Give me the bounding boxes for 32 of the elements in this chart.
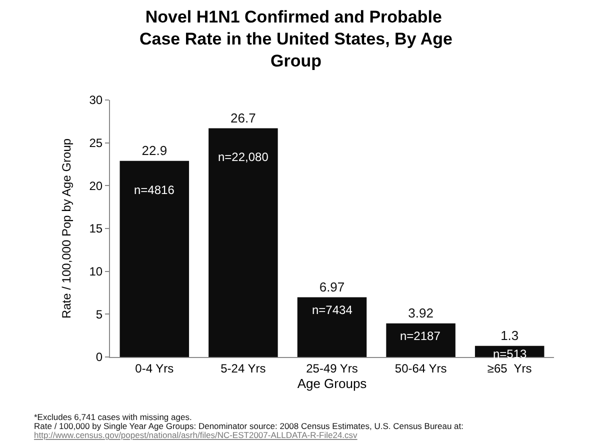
x-axis-title: Age Groups (297, 376, 368, 391)
bar (297, 297, 367, 357)
chart-title: Novel H1N1 Confirmed and Probable Case Rate in the United States, By Age Group (139, 7, 453, 70)
annotation: n=22,080 (218, 150, 269, 164)
bar (208, 128, 278, 357)
annotation: n=2187 (400, 329, 441, 343)
annotation: n=7434 (312, 303, 353, 317)
bar (120, 160, 190, 357)
data-label: 1.3 (500, 328, 519, 343)
x-tick-label: 5-24 Yrs (220, 361, 266, 376)
y-tick-label: 10 (89, 264, 103, 279)
y-tick-label: 30 (89, 93, 103, 108)
x-tick-label: 50-64 Yrs (394, 361, 447, 376)
y-axis-title: Rate / 100,000 Pop by Age Group (60, 138, 74, 319)
data-label: 6.97 (319, 279, 345, 294)
data-label: 22.9 (142, 142, 168, 158)
data-label: 3.92 (408, 305, 434, 320)
x-tick-label: 0-4 Yrs (135, 361, 174, 376)
y-tick-label: 15 (89, 222, 103, 236)
text: *Excludes 6,741 cases with missing ages. (34, 412, 192, 422)
bar (386, 323, 456, 357)
annotation: n=513 (493, 347, 528, 361)
text: Rate / 100,000 by Single Year Age Groups: Denominator source: 2008 Census Estimates, U.S. Census Bureau at: (34, 421, 464, 431)
data-label: 26.7 (230, 110, 256, 126)
annotation: n=4816 (134, 183, 175, 197)
x-tick-label: ≥65 Yrs (487, 361, 532, 376)
y-tick-label: 25 (89, 136, 103, 150)
y-tick-label: 5 (96, 307, 103, 322)
y-tick-label: 0 (96, 350, 103, 364)
text: http://www.census.gov/popest/national/asrh/files/NC-EST2007-ALLDATA-R-File24.csv (34, 430, 358, 440)
y-tick-label: 20 (89, 178, 103, 193)
x-tick-label: 25-49 Yrs (306, 361, 358, 376)
